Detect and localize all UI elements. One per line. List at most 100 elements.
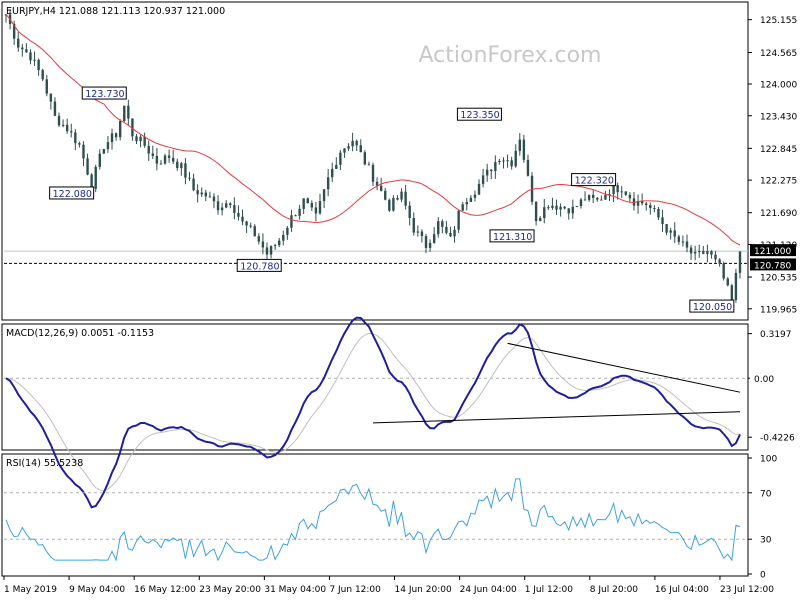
candle-body [318,201,322,214]
candle-body [171,157,175,162]
candle-body [326,177,330,190]
price-tick-label: 122.275 [760,177,797,187]
candle-body [628,194,632,199]
time-tick-label: 16 Jul 04:00 [655,585,709,595]
candle-body [388,199,391,211]
candle-body [21,47,24,50]
candle-body [127,105,130,119]
annotation-label: 120.780 [240,261,279,272]
candle-body [620,191,623,193]
time-tick-label: 8 Jul 20:00 [590,585,639,595]
candle-body [106,142,110,150]
price-tick-label: 121.690 [760,209,797,219]
macd-main-line [5,316,741,509]
candle-body [710,251,713,255]
candle-body [494,162,497,172]
price-header: EURJPY,H4 121.088 121.113 120.937 121.00… [6,6,225,17]
time-tick-label: 9 May 04:00 [69,585,125,595]
candle-body [575,206,579,208]
support-price-badge [750,258,796,271]
candle-body [245,221,248,226]
candle-body [220,207,224,211]
candle-body [331,168,334,178]
candle-body [379,185,383,191]
candle-body [355,140,358,146]
candle-body [441,221,444,227]
candle-body [347,146,350,149]
candle-body [534,201,538,222]
candle-body [587,194,591,200]
candle-body [33,59,36,61]
candle-body [453,229,456,237]
candle-body [722,263,725,279]
candle-body [159,163,163,165]
candle-body [583,199,587,201]
candle-body [200,192,203,195]
price-axis: 125.155 124.565 124.000 123.430 122.845 122.2… [748,16,797,315]
candle-body [596,197,599,200]
candle-body [592,194,595,198]
candle-body [310,202,314,208]
candle-body [498,160,501,163]
annotation-box [456,107,502,121]
annotation-label: 121.310 [493,232,532,243]
macd-signal-line [5,332,740,492]
candle-body [685,241,689,248]
candle-body [649,205,652,209]
candle-body [102,149,106,154]
candle-body [65,124,69,132]
candle-body [302,198,305,209]
candle-body [673,230,676,237]
current-price-label: 121.000 [754,247,791,257]
candle-body [522,139,526,160]
candle-body [428,242,432,248]
candle-body [636,200,640,206]
price-annotations: 123.730 122.080 120.780 123.350 121.310 122.3… [49,86,735,313]
candle-body [718,259,721,264]
candle-body [155,155,159,164]
candle-body [420,231,424,237]
candle-body [216,201,220,211]
candle-body [286,227,289,235]
candle-body [392,197,395,211]
macd-panel-frame [1,323,749,451]
candle-body [94,166,97,189]
candle-body [477,183,481,195]
candle-body [461,204,464,211]
candle-body [273,245,277,247]
candle-body [278,240,281,246]
candle-body [526,159,530,176]
candle-body [139,136,142,142]
time-tick-label: 24 Jun 04:00 [460,585,517,595]
candle-body [714,254,717,260]
candle-body [681,241,685,243]
candle-body [698,250,701,253]
candle-body [12,23,16,39]
rsi-tick-label: 0 [760,571,766,581]
price-panel-frame [1,1,749,321]
candle-body [176,161,179,169]
candle-body [485,169,489,176]
candle-body [314,207,318,214]
candle-body [143,136,146,146]
candle-body [412,218,415,233]
candle-body [579,199,583,207]
candle-body [147,145,150,154]
annotation-label: 123.350 [460,110,499,121]
candle-body [237,212,240,217]
annotation-label: 123.730 [85,89,124,100]
candle-body [339,152,342,165]
candle-body [702,250,705,254]
time-tick-label: 7 Jun 12:00 [329,585,381,595]
candle-body [184,163,187,178]
candle-body [730,285,734,300]
macd-value-label: 0.00 [754,375,774,385]
candle-body [408,205,411,219]
rsi-tick-label: 70 [760,489,772,499]
candle-body [665,224,668,233]
time-tick-label: 1 Jul 12:00 [525,585,574,595]
candle-body [738,251,742,273]
candle-body [261,241,265,248]
time-tick-label: 23 Jul 12:00 [720,585,774,595]
